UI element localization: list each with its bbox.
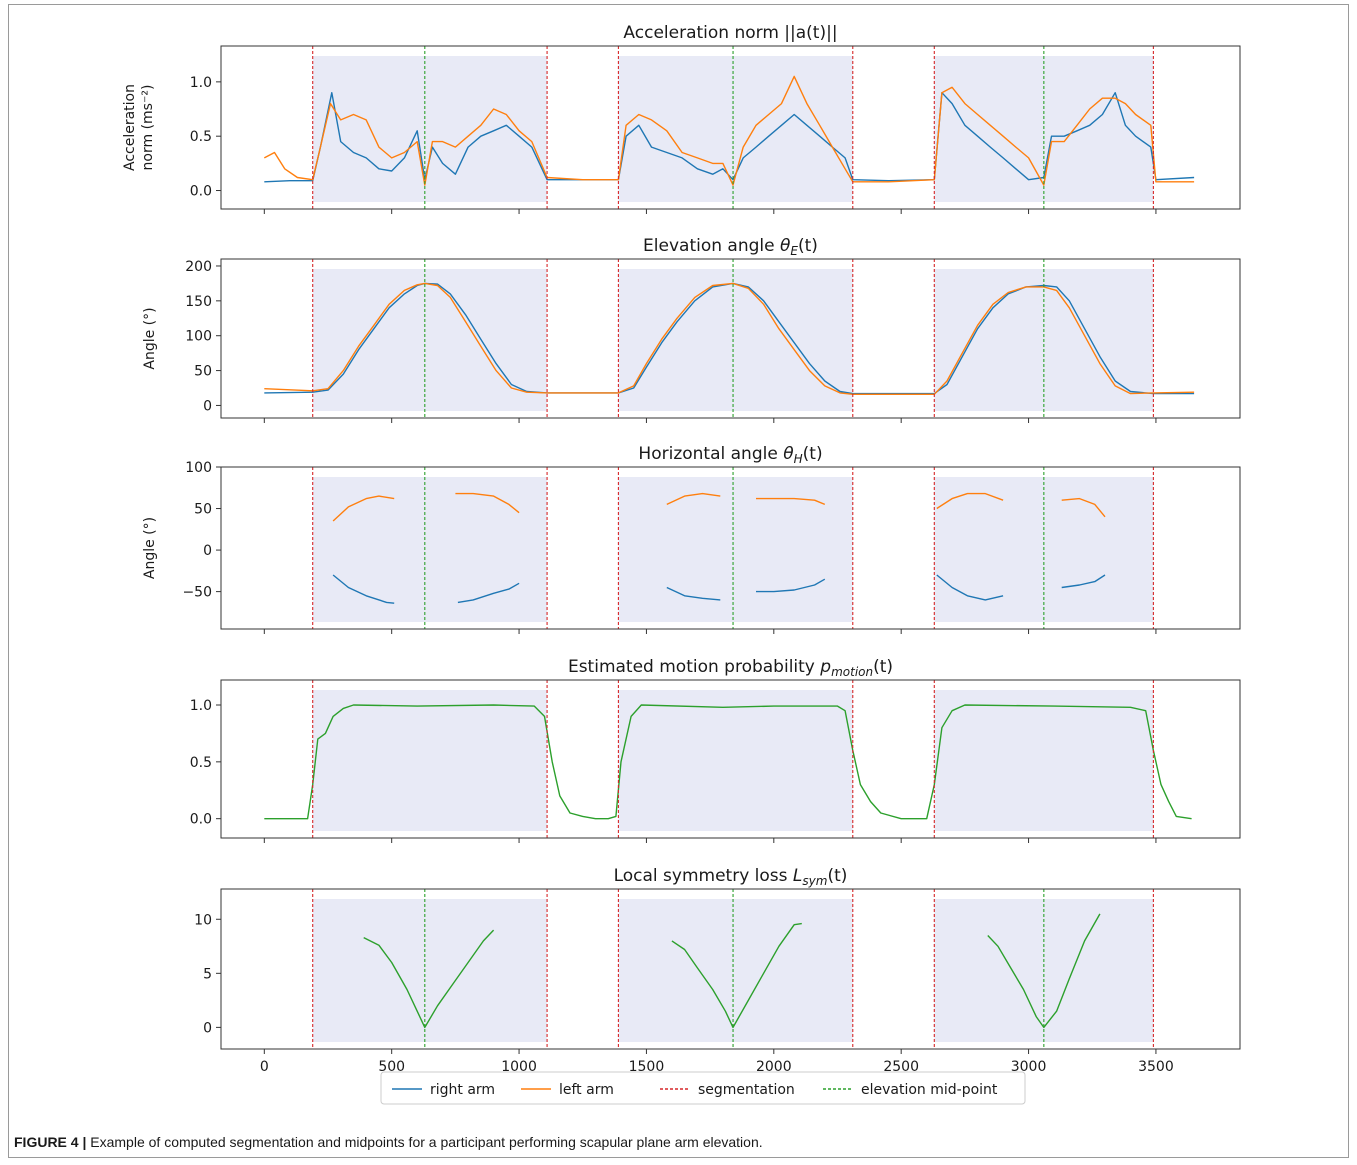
y-tick-label: 100 xyxy=(185,329,212,345)
axes-frame xyxy=(220,258,1241,419)
panel-4: 0.0 0.5 1.0 Estimated motion probability pm… xyxy=(190,657,1241,843)
series-line-right-arm-5 xyxy=(936,574,1004,601)
shaded-segment-2 xyxy=(618,477,853,622)
y-tick-label: 200 xyxy=(185,259,212,275)
shaded-segment-2 xyxy=(618,269,853,411)
legend-label-3: segmentation xyxy=(698,1082,795,1098)
legend-label-1: right arm xyxy=(430,1082,495,1098)
y-tick-label: 5 xyxy=(203,966,212,982)
series-line-left-arm-4 xyxy=(756,497,826,506)
caption-text: Example of computed segmentation and mid… xyxy=(86,1134,763,1150)
legend-label-4: elevation mid-point xyxy=(861,1082,998,1098)
x-tick-label: 1000 xyxy=(501,1059,537,1075)
x-tick-label: 2000 xyxy=(756,1059,792,1075)
shaded-segment-1 xyxy=(312,899,548,1042)
series-line-left-arm-1 xyxy=(263,75,1195,186)
shaded-segment-1 xyxy=(312,56,548,202)
y-tick-label: 10 xyxy=(194,912,212,928)
shaded-segment-2 xyxy=(618,690,853,831)
y-tick-label: 1.0 xyxy=(190,75,212,91)
y-axis-label: Angle (°) xyxy=(142,307,158,369)
series-line-L-sym-3 xyxy=(987,913,1101,1029)
series-line-right-arm-1 xyxy=(332,574,395,604)
y-tick-label: 0 xyxy=(203,398,212,414)
series-line-left-arm-6 xyxy=(1061,497,1106,518)
legend: right arm left arm segmentation elevation m… xyxy=(380,1071,1026,1105)
y-tick-label: 50 xyxy=(194,502,212,518)
x-tick-label: 0 xyxy=(260,1059,269,1075)
series-line-left-arm-1 xyxy=(332,495,395,522)
legend-box xyxy=(380,1071,1026,1105)
legend-label-2: left arm xyxy=(559,1082,614,1098)
y-tick-label: 0.0 xyxy=(190,184,212,200)
caption-label: FIGURE 4 | xyxy=(14,1134,87,1150)
series-line-right-arm-4 xyxy=(756,578,826,593)
panel-title: Acceleration norm ||a(t)|| xyxy=(623,23,837,43)
shaded-segment-3 xyxy=(934,690,1154,831)
axes-frame xyxy=(220,466,1241,630)
figure-caption: FIGURE 4 | Example of computed segmentat… xyxy=(14,1134,763,1150)
axes-frame xyxy=(220,45,1241,210)
panel-2: 0 50 100 150 200 Elevation angle θE(t) Angle (… xyxy=(142,236,1241,423)
figure-frame xyxy=(8,4,1349,1158)
axes-frame xyxy=(220,679,1241,839)
series-line-left-arm-2 xyxy=(455,492,520,514)
panel-title: Estimated motion probability pmotion(t) xyxy=(568,657,893,679)
shaded-segment-1 xyxy=(312,690,548,831)
shaded-segment-2 xyxy=(618,899,853,1042)
shaded-segment-1 xyxy=(312,477,548,622)
y-tick-label: 0.5 xyxy=(190,755,212,771)
series-line-L-sym-2 xyxy=(671,922,802,1029)
y-tick-label: 0 xyxy=(203,543,212,559)
series-line-left-arm-3 xyxy=(666,492,721,506)
panel-1: 0.0 0.5 1.0 Acceleration norm ||a(t)|| Accel… xyxy=(122,23,1241,214)
x-tick-label: 500 xyxy=(378,1059,405,1075)
x-tick-label: 1500 xyxy=(629,1059,665,1075)
shaded-segment-2 xyxy=(618,56,853,202)
series-line-L-sym-1 xyxy=(363,929,495,1029)
y-axis-label-line-1: Acceleration xyxy=(122,84,138,171)
x-tick-label: 2500 xyxy=(883,1059,919,1075)
x-tick-label: 3000 xyxy=(1011,1059,1047,1075)
panel-title: Local symmetry loss Lsym(t) xyxy=(614,866,848,888)
panel-title: Elevation angle θE(t) xyxy=(643,236,818,258)
y-tick-label: 0 xyxy=(203,1020,212,1036)
series-line-right-arm-3 xyxy=(666,586,721,601)
x-tick-label: 3500 xyxy=(1138,1059,1174,1075)
panel-5: 0 5 10 0 500 1000 1500 2000 2500 3000 3500 Local sy… xyxy=(194,866,1241,1075)
series-line-left-arm-5 xyxy=(936,492,1004,510)
series-line-right-arm-6 xyxy=(1061,574,1106,589)
panel-3: −50 0 50 100 Horizontal angle θH(t) Angle (°) xyxy=(142,444,1241,634)
y-axis-label-line-2: norm (ms⁻²) xyxy=(140,85,156,171)
shaded-segment-1 xyxy=(312,269,548,411)
y-tick-label: 50 xyxy=(194,364,212,380)
panel-title: Horizontal angle θH(t) xyxy=(638,444,822,466)
series-line-right-arm-2 xyxy=(457,582,520,604)
y-tick-label: 0.5 xyxy=(190,129,212,145)
y-tick-label: −50 xyxy=(182,585,212,601)
series-line-left-arm-1 xyxy=(264,282,1195,395)
y-tick-label: 100 xyxy=(185,460,212,476)
axes-frame xyxy=(220,888,1241,1050)
y-tick-label: 0.0 xyxy=(190,812,212,828)
y-tick-label: 150 xyxy=(185,294,212,310)
y-tick-label: 1.0 xyxy=(190,698,212,714)
y-axis-label: Angle (°) xyxy=(142,517,158,579)
series-line-p-motion-1 xyxy=(264,704,1192,820)
